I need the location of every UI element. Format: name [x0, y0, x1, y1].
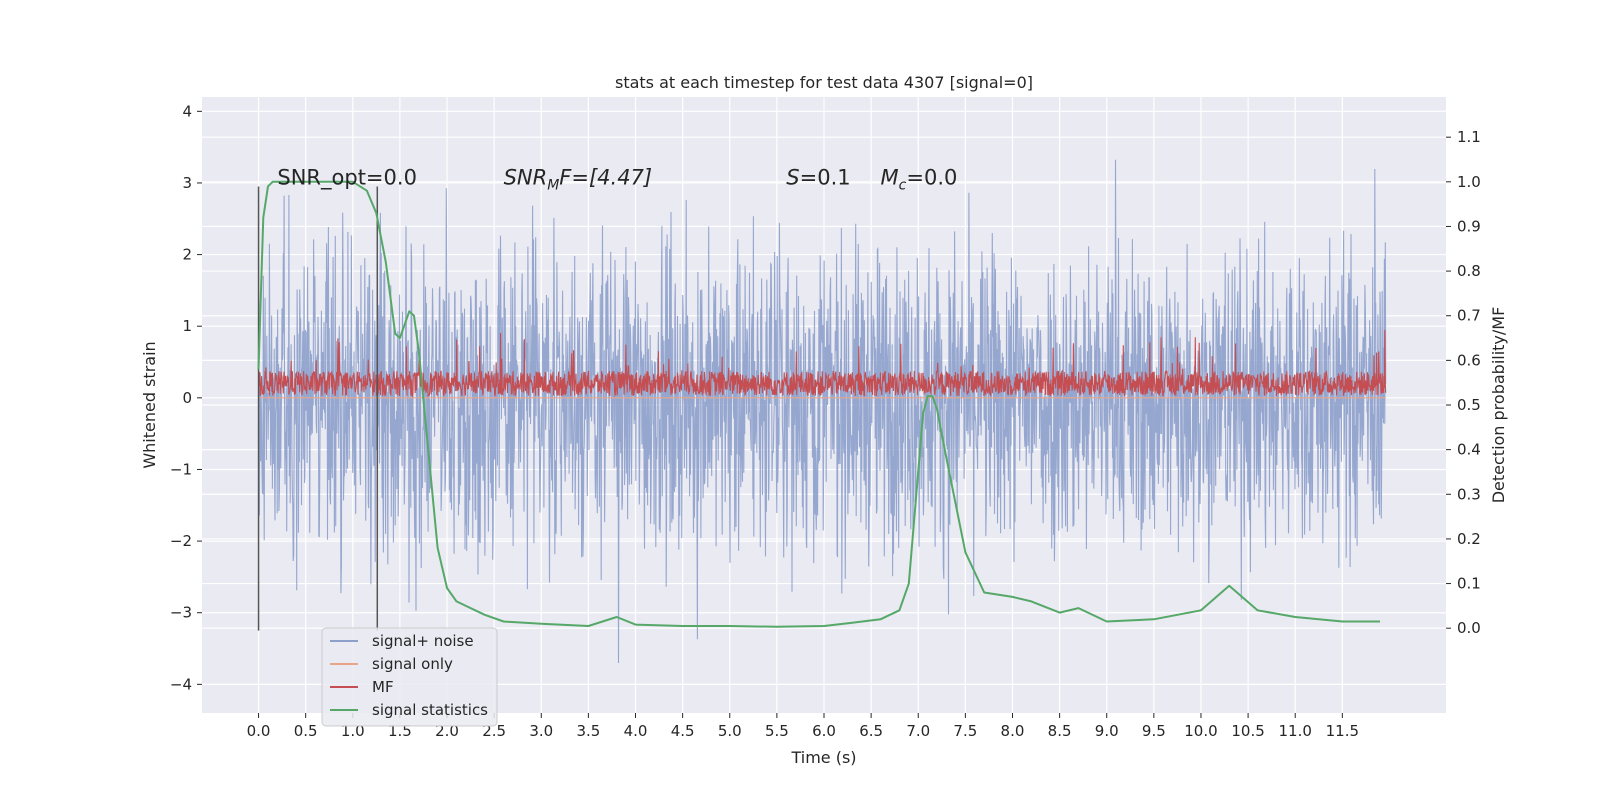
- x-tick-label: 5.0: [718, 722, 742, 740]
- x-tick-label: 4.0: [624, 722, 648, 740]
- y-tick-label: 1: [182, 317, 192, 335]
- series-signal-statistics-line: [257, 180, 1380, 628]
- x-tick-label: 3.5: [576, 722, 600, 740]
- annotation-mc-symbol: M: [881, 165, 899, 189]
- y-tick-label: −2: [170, 532, 192, 550]
- x-tick-label: 0.0: [247, 722, 271, 740]
- legend-box: [321, 627, 498, 727]
- x-tick-label: 0.5: [294, 722, 318, 740]
- x-tick-label: 6.0: [812, 722, 836, 740]
- x-tick-label: 10.5: [1231, 722, 1264, 740]
- y-right-tick-label: 0.0: [1457, 619, 1481, 637]
- annotation-mc: Mc=0.0: [881, 165, 958, 193]
- annotation-snr-mf-value: F=[4.47]: [559, 165, 652, 189]
- x-tick-label: 7.5: [953, 722, 977, 740]
- x-tick-label: 9.0: [1095, 722, 1119, 740]
- x-tick-label: 10.0: [1184, 722, 1217, 740]
- x-axis-label: Time (s): [790, 748, 856, 767]
- y-right-tick-label: 0.8: [1457, 262, 1481, 280]
- y-right-tick-label: 0.1: [1457, 575, 1481, 593]
- chart-title: stats at each timestep for test data 430…: [615, 73, 1033, 92]
- y-tick-label: 0: [182, 389, 192, 407]
- y-tick-label: −3: [170, 604, 192, 622]
- x-tick-label: 6.5: [859, 722, 883, 740]
- y-right-axis-label: Detection probability/MF: [1489, 307, 1508, 504]
- y-right-tick-label: 0.2: [1457, 530, 1481, 548]
- annotation-s-value: =0.1: [800, 165, 851, 189]
- y-tick-label: 4: [182, 102, 192, 120]
- y-right-tick-label: 0.5: [1457, 396, 1481, 414]
- axis-ticks: 0.0 0.5 1.0 1.5 2.0 2.5 3.0 3.5 4.0 4.5 5.0 5.5 6.0 6…: [170, 102, 1481, 740]
- x-tick-label: 5.5: [765, 722, 789, 740]
- y-axis-label: Whitened strain: [140, 341, 159, 468]
- series-signal-noise-line: [257, 159, 1387, 664]
- annotation-snr-mf-subscript: M: [547, 177, 559, 193]
- x-tick-label: 11.0: [1279, 722, 1312, 740]
- x-tick-label: 9.5: [1142, 722, 1166, 740]
- annotation-snr-mf: SNRMF=[4.47]: [504, 165, 653, 193]
- y-tick-label: 2: [182, 246, 192, 264]
- legend: signal+ noise signal only MF signal stat…: [321, 627, 498, 727]
- y-right-tick-label: 0.3: [1457, 485, 1481, 503]
- y-tick-label: 3: [182, 174, 192, 192]
- y-right-tick-label: 1.1: [1457, 128, 1481, 146]
- x-tick-label: 8.5: [1048, 722, 1072, 740]
- y-tick-label: −4: [170, 675, 192, 693]
- x-tick-label: 8.0: [1001, 722, 1025, 740]
- legend-label-signal-statistics: signal statistics: [372, 701, 488, 719]
- y-right-tick-label: 1.0: [1457, 173, 1481, 191]
- plot-content: [257, 159, 1387, 664]
- legend-label-signal-noise: signal+ noise: [372, 632, 474, 650]
- x-tick-label: 11.5: [1326, 722, 1359, 740]
- annotation-mc-value: =0.0: [906, 165, 957, 189]
- annotation-mc-subscript: c: [899, 177, 907, 193]
- x-tick-label: 7.0: [906, 722, 930, 740]
- y-right-tick-label: 0.7: [1457, 307, 1481, 325]
- y-right-tick-label: 0.9: [1457, 217, 1481, 235]
- annotation-snr-mf-symbol: SNR: [504, 165, 548, 189]
- x-tick-label: 4.5: [671, 722, 695, 740]
- annotation-snr-opt: SNR_opt=0.0: [277, 165, 417, 190]
- annotation-s: S=0.1: [786, 165, 850, 189]
- y-right-tick-label: 0.6: [1457, 351, 1481, 369]
- annotation-s-symbol: S: [786, 165, 799, 189]
- y-right-tick-label: 0.4: [1457, 441, 1481, 459]
- legend-label-signal-only: signal only: [372, 655, 453, 673]
- y-tick-label: −1: [170, 460, 192, 478]
- legend-label-mf: MF: [372, 678, 394, 696]
- series-mf-line: [257, 330, 1387, 398]
- x-tick-label: 3.0: [529, 722, 553, 740]
